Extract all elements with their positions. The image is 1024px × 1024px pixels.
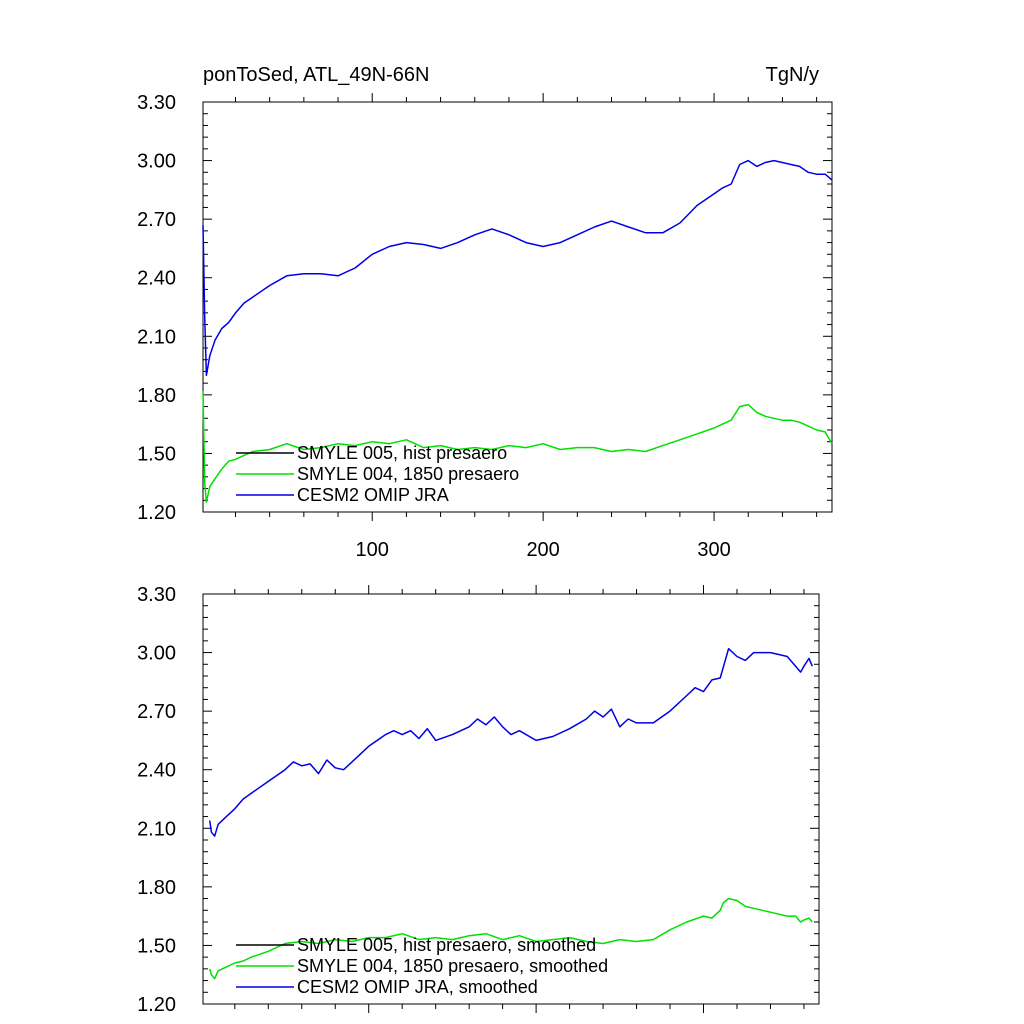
title-right: TgN/y	[766, 64, 819, 86]
y-tick-label: 2.10	[137, 818, 176, 840]
y-tick-label: 2.40	[137, 760, 176, 782]
y-tick-label: 3.00	[137, 643, 176, 665]
x-tick-label: 100	[356, 539, 389, 561]
series-line-1	[202, 390, 833, 503]
legend-label-1: SMYLE 004, 1850 presaero, smoothed	[297, 956, 608, 976]
y-tick-label: 1.80	[137, 385, 176, 407]
plot-frame	[202, 101, 833, 513]
y-tick-label: 1.20	[137, 994, 176, 1016]
x-tick-label: 200	[526, 539, 559, 561]
y-tick-label: 3.30	[137, 92, 176, 114]
legend-label-0: SMYLE 005, hist presaero, smoothed	[297, 935, 596, 955]
y-tick-label: 2.10	[137, 326, 176, 348]
series-line-2	[202, 159, 833, 377]
y-tick-label: 1.20	[137, 502, 176, 524]
legend-label-1: SMYLE 004, 1850 presaero	[297, 464, 519, 484]
series-line-1	[208, 897, 813, 980]
y-tick-label: 3.00	[137, 151, 176, 173]
series-line-2	[208, 647, 813, 837]
y-tick-label: 2.70	[137, 209, 176, 231]
legend-label-0: SMYLE 005, hist presaero	[297, 443, 507, 463]
y-tick-label: 3.30	[137, 584, 176, 606]
y-tick-label: 1.80	[137, 877, 176, 899]
panel-smoothed: 1.20 1.50 1.80 2.10 2.40 2.70 3.00 3.30 SMYLE 00…	[137, 584, 820, 1016]
plot-frame	[202, 593, 820, 1005]
y-tick-label: 2.40	[137, 268, 176, 290]
panel-raw: 1.20 1.50 1.80 2.10 2.40 2.70 3.00 3.30 100 200 30…	[137, 92, 833, 561]
y-tick-label: 2.70	[137, 701, 176, 723]
y-tick-label: 1.50	[137, 443, 176, 465]
title-left: ponToSed, ATL_49N-66N	[203, 64, 429, 86]
x-tick-label: 300	[697, 539, 730, 561]
legend-label-2: CESM2 OMIP JRA, smoothed	[297, 977, 538, 997]
legend-label-2: CESM2 OMIP JRA	[297, 485, 449, 505]
y-tick-label: 1.50	[137, 935, 176, 957]
